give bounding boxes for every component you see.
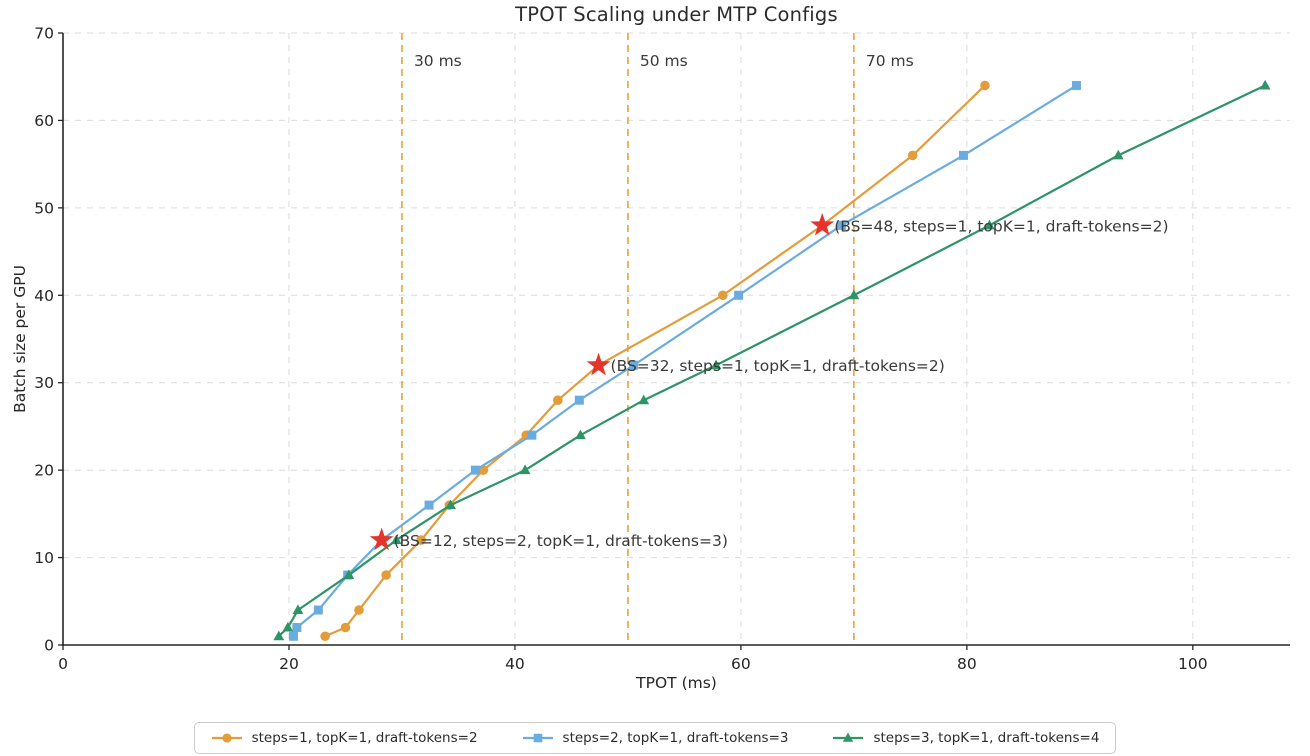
legend-box: steps=1, topK=1, draft-tokens=2 steps=2,… [193,722,1117,754]
axes: 0 20 40 60 80 100 0 10 20 30 40 50 60 70 [34,25,1290,673]
legend: steps=1, topK=1, draft-tokens=2 steps=2,… [0,722,1310,754]
y-tick-label: 10 [34,549,54,567]
x-tick-label: 40 [505,655,525,673]
annotations: (BS=12, steps=2, topK=1, draft-tokens=3)… [369,212,1169,551]
reference-line-label: 30 ms [414,52,462,70]
series3-marker-icon [833,732,864,742]
x-axis-label: TPOT (ms) [636,674,717,692]
legend-entry-series2: steps=2, topK=1, draft-tokens=3 [522,730,789,746]
annotation-text: (BS=32, steps=1, topK=1, draft-tokens=2) [611,357,945,375]
y-tick-label: 70 [34,25,54,43]
reference-lines: 30 ms 50 ms 70 ms [401,33,914,645]
highlight-star-icon [369,527,394,551]
series2-marker-icon [522,733,553,743]
y-tick-label: 0 [44,637,54,655]
reference-line-label: 50 ms [640,52,688,70]
x-tick-label: 100 [1178,655,1208,673]
x-tick-label: 60 [731,655,751,673]
x-tick-label: 20 [279,655,299,673]
y-tick-label: 20 [34,462,54,480]
highlight-star-icon [810,212,835,236]
annotation-text: (BS=12, steps=2, topK=1, draft-tokens=3) [394,532,728,550]
x-tick-label: 80 [957,655,977,673]
y-axis-label: Batch size per GPU [11,265,29,413]
y-tick-label: 50 [34,199,54,217]
annotation-text: (BS=48, steps=1, topK=1, draft-tokens=2) [834,217,1168,235]
x-tick-label: 0 [58,655,68,673]
series1-marker-icon [211,733,242,743]
reference-line-label: 70 ms [866,52,914,70]
legend-label-series2: steps=2, topK=1, draft-tokens=3 [562,730,789,746]
highlight-star-icon [586,352,611,376]
y-tick-label: 40 [34,287,54,305]
y-tick-label: 30 [34,374,54,392]
chart-title: TPOT Scaling under MTP Configs [515,3,838,26]
legend-entry-series3: steps=3, topK=1, draft-tokens=4 [832,730,1099,746]
series-3 [273,79,1271,641]
gridlines [63,32,1290,645]
y-tick-label: 60 [34,112,54,130]
legend-label-series3: steps=3, topK=1, draft-tokens=4 [873,730,1100,746]
legend-label-series1: steps=1, topK=1, draft-tokens=2 [251,730,478,746]
legend-entry-series1: steps=1, topK=1, draft-tokens=2 [211,730,478,746]
